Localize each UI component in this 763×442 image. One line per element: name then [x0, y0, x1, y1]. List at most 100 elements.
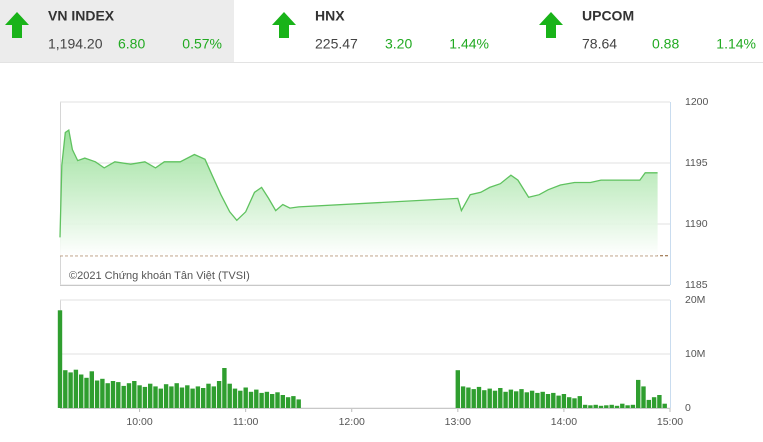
index-tab[interactable]: HNX 225.47 3.20 1.44%	[272, 8, 489, 52]
price-area	[60, 130, 658, 256]
volume-bar	[609, 404, 614, 408]
x-tick-label: 13:00	[445, 416, 471, 428]
volume-bar	[57, 310, 63, 408]
volume-bar	[524, 392, 529, 408]
volume-bar	[514, 391, 519, 408]
volume-bar	[460, 386, 466, 408]
volume-bar	[179, 387, 185, 408]
volume-bar	[211, 386, 216, 408]
volume-bar	[598, 405, 604, 408]
x-tick-label: 14:00	[551, 416, 577, 428]
volume-bar	[492, 390, 498, 408]
y-tick-label: 20M	[685, 294, 705, 306]
volume-bar	[105, 383, 110, 408]
volume-bar	[79, 374, 84, 408]
volume-bar	[174, 383, 179, 408]
volume-bar	[567, 397, 572, 408]
up-arrow	[5, 12, 29, 38]
index-name: VN INDEX	[48, 8, 115, 24]
index-change: 0.88	[652, 36, 679, 52]
volume-bar	[498, 388, 503, 408]
volume-bar	[455, 370, 460, 408]
volume-bar	[137, 385, 142, 408]
volume-bar	[248, 391, 254, 408]
volume-bar	[153, 386, 158, 408]
volume-bar	[216, 381, 222, 408]
active-tab-bg	[0, 0, 234, 62]
volume-bar	[487, 388, 492, 408]
volume-bar	[238, 390, 243, 408]
watermark: ©2021 Chứng khoán Tân Việt (TVSI)	[69, 270, 250, 282]
volume-bar	[471, 389, 476, 408]
volume-bar	[614, 405, 620, 408]
volume-bar	[185, 385, 190, 408]
volume-bar	[593, 404, 598, 408]
index-value: 78.64	[582, 36, 617, 52]
index-tab[interactable]: VN INDEX 1,194.20 6.80 0.57%	[5, 8, 222, 52]
index-change: 6.80	[118, 36, 145, 52]
y-tick-label: 1200	[685, 96, 709, 108]
volume-bar	[195, 386, 201, 408]
volume-bar	[651, 397, 657, 408]
volume-bar	[148, 383, 153, 408]
volume-bar	[73, 369, 79, 408]
y-tick-label: 10M	[685, 348, 705, 360]
volume-bar	[636, 379, 641, 408]
volume-bar	[259, 392, 264, 408]
volume-bar	[551, 392, 556, 408]
volume-bar	[482, 390, 487, 408]
volume-bar	[222, 368, 227, 408]
volume-bar	[625, 405, 630, 408]
volume-bar	[508, 389, 514, 408]
charts: 1200 1195 1190 1185 ©2021 Chứng khoán Tân Vi…	[57, 96, 709, 428]
volume-bar	[582, 404, 588, 408]
volume-bar	[620, 403, 625, 408]
volume-bar	[94, 380, 100, 408]
x-tick-label: 15:00	[657, 416, 683, 428]
index-value: 1,194.20	[48, 36, 103, 52]
volume-bar	[201, 388, 206, 408]
volume-bar	[577, 396, 582, 408]
volume-bar	[604, 405, 609, 408]
volume-bar	[476, 386, 482, 408]
volume-bar	[657, 395, 662, 408]
volume-bar	[89, 371, 94, 408]
volume-bar	[630, 404, 636, 408]
x-tick-label: 12:00	[339, 416, 365, 428]
volume-bar	[545, 394, 551, 408]
volume-bar	[100, 378, 105, 408]
volume-bar	[572, 398, 577, 408]
x-tick-label: 11:00	[233, 416, 259, 428]
index-percent: 1.14%	[716, 36, 756, 52]
volume-bar	[243, 387, 248, 408]
index-name: UPCOM	[582, 8, 634, 24]
up-arrow	[539, 12, 563, 38]
volume-bar	[280, 395, 285, 408]
price-line	[59, 128, 658, 238]
y-tick-label: 1190	[685, 218, 708, 230]
volume-bar	[227, 383, 232, 408]
volume-bar	[275, 392, 280, 408]
y-tick-label: 1185	[685, 279, 708, 291]
volume-bar	[535, 392, 540, 408]
volume-bar	[110, 381, 116, 408]
volume-bar	[466, 387, 471, 408]
volume-bar	[556, 395, 561, 408]
volume-bar	[264, 391, 270, 408]
index-name: HNX	[315, 8, 345, 24]
volume-bar	[158, 388, 163, 408]
volume-bar	[190, 388, 195, 408]
index-percent: 0.57%	[182, 36, 222, 52]
index-tab[interactable]: UPCOM 78.64 0.88 1.14%	[539, 8, 756, 52]
index-change: 3.20	[385, 36, 412, 52]
index-percent: 1.44%	[449, 36, 489, 52]
volume-bar	[132, 381, 137, 408]
x-tick-label: 10:00	[126, 416, 152, 428]
volume-bar	[296, 399, 301, 408]
y-tick-label: 1195	[685, 157, 708, 169]
volume-bar	[588, 405, 593, 408]
header: VN INDEX 1,194.20 6.80 0.57% HNX 225.47 3.20 1.…	[5, 8, 756, 52]
volume-bar	[646, 399, 651, 408]
volume-bar	[63, 370, 68, 408]
